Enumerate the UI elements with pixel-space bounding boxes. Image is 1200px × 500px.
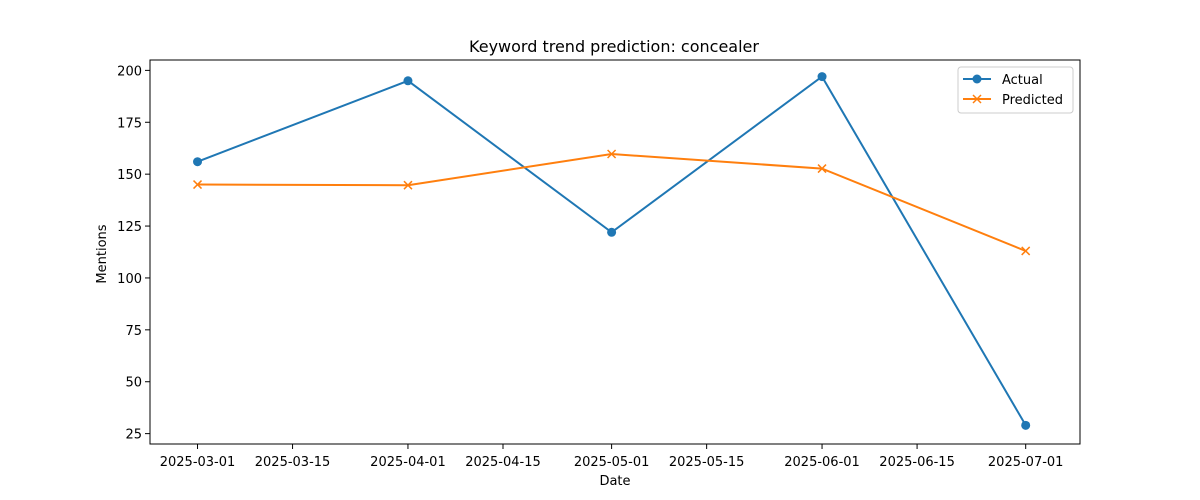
x-tick-label: 2025-04-01 [370,455,446,470]
data-point-actual [817,72,827,82]
x-tick-label: 2025-06-15 [879,455,955,470]
x-tick-label: 2025-03-01 [160,455,236,470]
legend-item-predicted: Predicted [963,93,1063,108]
y-tick-label: 75 [125,324,142,339]
legend-label: Predicted [1002,93,1063,108]
plot-area [149,59,1081,445]
y-tick-label: 200 [117,64,142,79]
y-tick-label: 175 [117,116,142,131]
x-axis: 2025-03-01 2025-03-15 2025-04-01 2025-04-15… [160,444,1064,470]
x-axis-label: Date [599,474,630,489]
data-point-actual [193,157,203,167]
data-point-predicted [1021,246,1031,256]
x-marker-stroke [817,164,827,174]
y-axis-label: Mentions [95,224,110,283]
legend: Actual Predicted [957,66,1074,114]
x-marker-stroke [1021,246,1031,256]
x-marker-stroke [607,149,617,159]
x-marker-stroke [403,180,413,190]
x-tick-label: 2025-04-15 [465,455,541,470]
x-tick-label: 2025-05-15 [669,455,745,470]
data-point-predicted [607,149,617,159]
y-tick-label: 100 [117,272,142,287]
x-tick-label: 2025-07-01 [988,455,1064,470]
legend-marker [972,74,982,84]
data-point-actual [403,76,413,86]
legend-item-actual: Actual [963,73,1043,88]
data-point-predicted [403,180,413,190]
data-point-actual [607,227,617,237]
data-point-predicted [817,164,827,174]
data-point-actual [1021,420,1031,430]
legend-marker [972,94,982,104]
series-line-actual [197,75,1027,426]
data-point-predicted [192,180,203,190]
y-tick-label: 25 [125,428,142,443]
series-layer [192,72,1031,430]
x-tick-label: 2025-06-01 [784,455,860,470]
y-tick-label: 125 [117,220,142,235]
legend-label: Actual [1002,73,1043,88]
y-tick-label: 50 [125,376,142,391]
chart-title: Keyword trend prediction: concealer [469,37,759,56]
x-tick-label: 2025-05-01 [574,455,650,470]
y-tick-label: 150 [117,168,142,183]
y-axis: 25 50 75 100 125 150 175 200 [117,64,150,443]
x-marker-stroke [192,180,203,190]
x-tick-label: 2025-03-15 [255,455,331,470]
